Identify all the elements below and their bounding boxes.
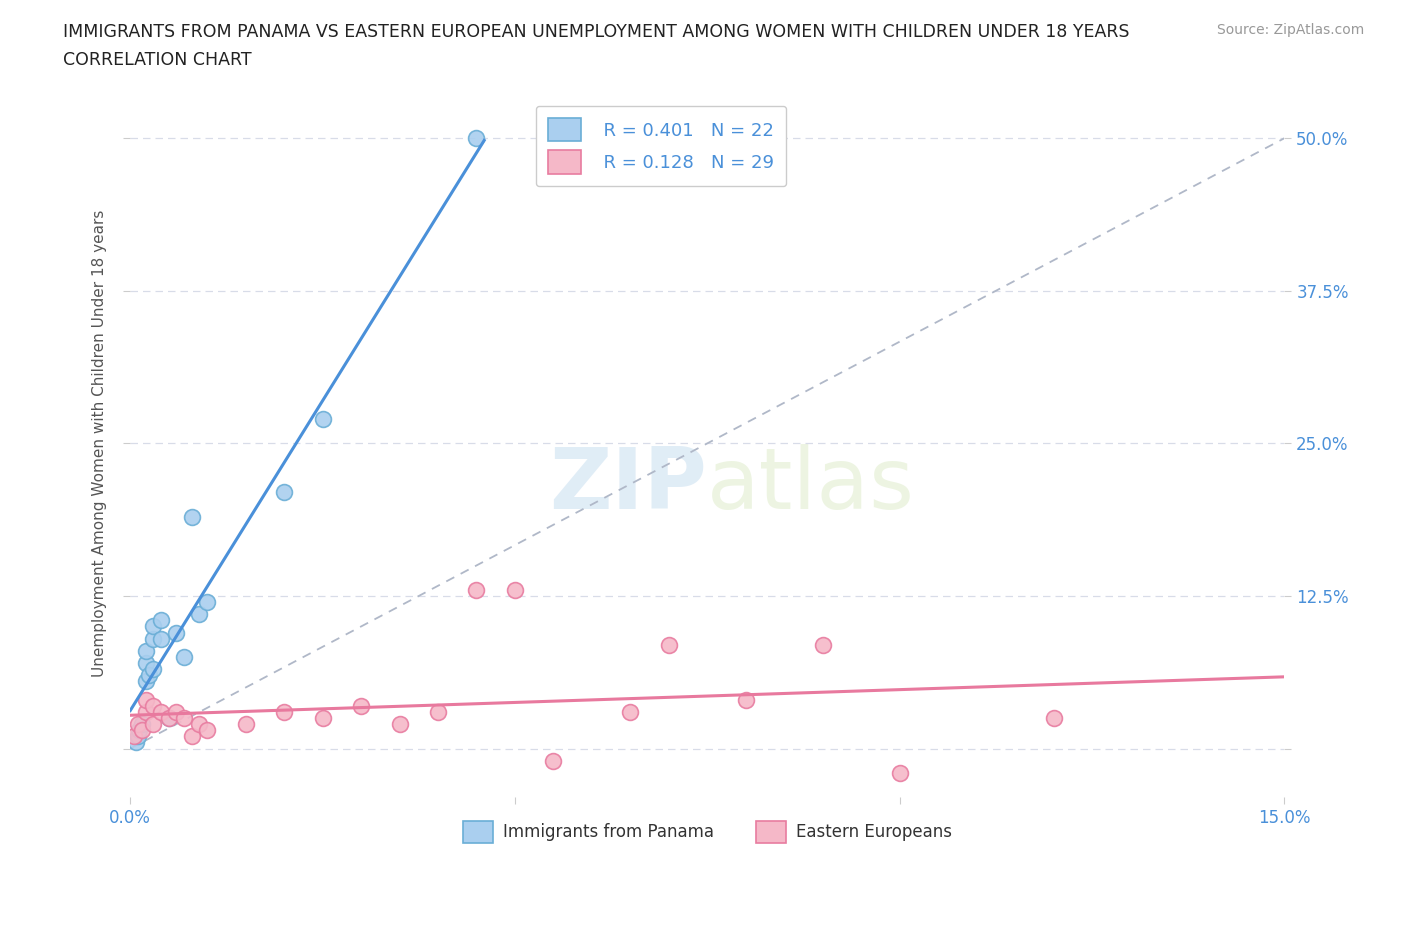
Point [180, 510, 202, 525]
Y-axis label: Unemployment Among Women with Children Under 18 years: Unemployment Among Women with Children U… [93, 209, 107, 677]
Point [131, 717, 153, 732]
Point [165, 625, 187, 640]
Point [1042, 711, 1064, 725]
Text: IMMIGRANTS FROM PANAMA VS EASTERN EUROPEAN UNEMPLOYMENT AMONG WOMEN WITH CHILDRE: IMMIGRANTS FROM PANAMA VS EASTERN EUROPE… [63, 23, 1130, 41]
Point [195, 723, 218, 737]
Point [157, 711, 180, 725]
Point [135, 656, 157, 671]
Point [138, 668, 160, 683]
Point [142, 619, 165, 634]
Point [125, 735, 148, 750]
Point [127, 729, 149, 744]
Point [889, 765, 911, 780]
Point [135, 674, 157, 689]
Point [311, 711, 333, 725]
Text: ZIP: ZIP [550, 445, 707, 527]
Point [135, 644, 157, 658]
Point [465, 582, 488, 597]
Point [465, 131, 488, 146]
Point [135, 705, 157, 720]
Text: Source: ZipAtlas.com: Source: ZipAtlas.com [1216, 23, 1364, 37]
Point [142, 717, 165, 732]
Legend: Immigrants from Panama, Eastern Europeans: Immigrants from Panama, Eastern European… [457, 815, 959, 849]
Point [658, 637, 681, 652]
Point [811, 637, 834, 652]
Point [311, 412, 333, 427]
Point [619, 705, 641, 720]
Point [273, 485, 295, 499]
Point [165, 705, 187, 720]
Point [173, 711, 195, 725]
Point [195, 594, 218, 609]
Point [734, 692, 756, 707]
Point [157, 711, 180, 725]
Point [142, 662, 165, 677]
Point [127, 717, 149, 732]
Point [135, 692, 157, 707]
Point [122, 729, 145, 744]
Point [188, 607, 211, 622]
Point [273, 705, 295, 720]
Point [350, 698, 373, 713]
Text: CORRELATION CHART: CORRELATION CHART [63, 51, 252, 69]
Point [142, 698, 165, 713]
Point [388, 717, 411, 732]
Point [543, 753, 565, 768]
Point [150, 631, 173, 646]
Point [235, 717, 257, 732]
Point [427, 705, 450, 720]
Point [180, 729, 202, 744]
Point [188, 717, 211, 732]
Point [150, 705, 173, 720]
Point [150, 613, 173, 628]
Text: atlas: atlas [707, 445, 915, 527]
Point [128, 723, 150, 737]
Point [131, 723, 153, 737]
Point [142, 631, 165, 646]
Point [503, 582, 526, 597]
Point [173, 649, 195, 664]
